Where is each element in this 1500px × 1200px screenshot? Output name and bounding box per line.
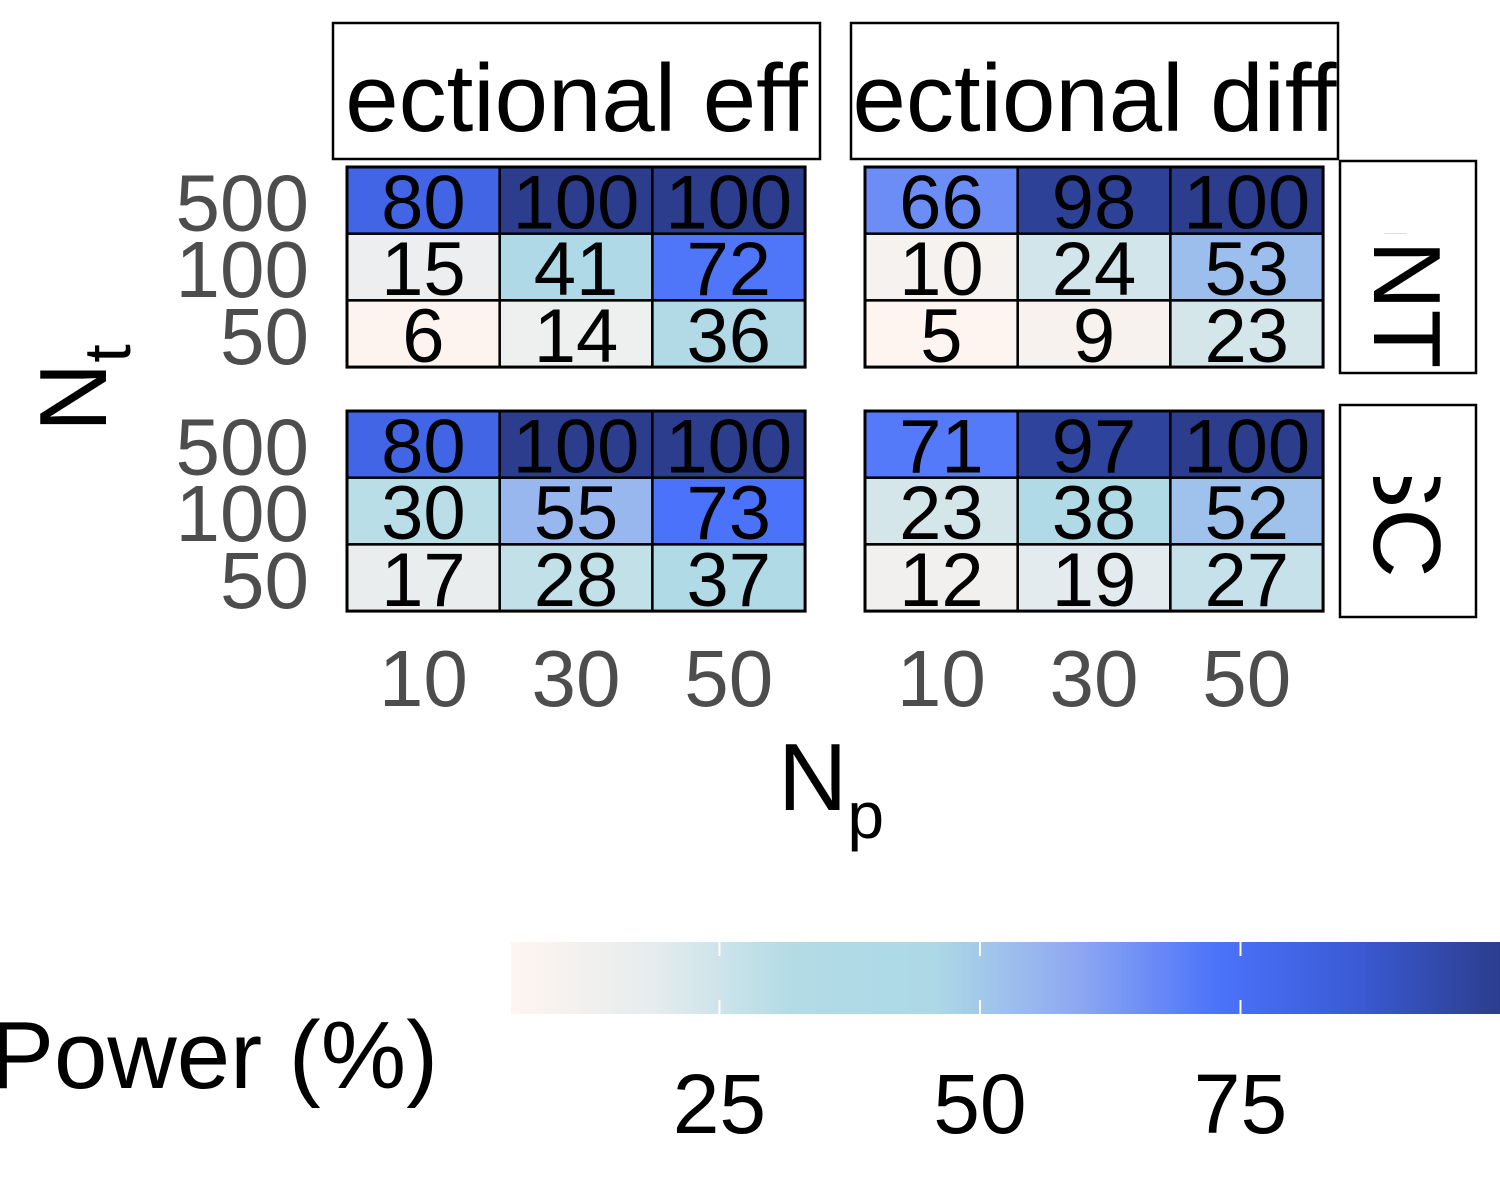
- legend-ticks: 25 50 75: [673, 942, 1287, 1151]
- cell-label: 23: [1204, 294, 1289, 379]
- panel-sc-1: 71 97 100 23 38 52 12 19 27: [863, 404, 1325, 623]
- cell-label: 38: [1052, 471, 1137, 556]
- heatmap-cell: [1016, 409, 1172, 479]
- column-strip-box: [849, 21, 1340, 161]
- cell-label: 100: [665, 160, 792, 245]
- cell-label: 53: [1204, 227, 1289, 312]
- cell-label: 41: [534, 227, 619, 312]
- y-tick-label: 50: [220, 292, 309, 381]
- cell-label: 100: [665, 404, 792, 489]
- cell-label: 100: [513, 404, 640, 489]
- cell-label: 12: [899, 538, 984, 623]
- y-tick-label: 100: [176, 469, 309, 558]
- panel-gnt-1: 66 98 100 10 24 53 5 9 23: [863, 160, 1325, 379]
- legend-title: Power (%): [0, 1002, 438, 1109]
- column-strip-box: [331, 21, 822, 161]
- x-axis-title: Np: [778, 724, 884, 852]
- legend-tick-label: 25: [673, 1057, 766, 1151]
- column-strip-label: ectional eff: [345, 45, 808, 152]
- panel-border: [863, 165, 1325, 369]
- cell-label: 30: [381, 471, 466, 556]
- cell-label: 28: [534, 538, 619, 623]
- heatmap-cell: [651, 543, 807, 613]
- row-strip-box: [1338, 403, 1478, 619]
- row-strip-box: [1338, 159, 1478, 375]
- cell-label: 66: [899, 160, 984, 245]
- cell-label: 27: [1204, 538, 1289, 623]
- y-axis-title: Nt: [20, 344, 144, 432]
- y-tick-label: 100: [176, 225, 309, 314]
- cell-label: 97: [1052, 404, 1137, 489]
- cell-label: 100: [1183, 160, 1310, 245]
- column-strip-label: ectional diff: [853, 45, 1337, 152]
- y-tick-label: 50: [220, 536, 309, 625]
- cell-label: 52: [1204, 471, 1289, 556]
- legend-colorbar: [511, 942, 1500, 1014]
- cell-label: 80: [381, 160, 466, 245]
- heatmap-cell: [345, 299, 501, 369]
- heatmap-cell: [651, 476, 807, 546]
- y-tick-label: 500: [176, 158, 309, 247]
- cell-label: 36: [686, 294, 771, 379]
- row-facet-strips: GNT SC: [1338, 159, 1478, 619]
- heatmap-cell: [498, 299, 654, 369]
- x-tick-label: 30: [532, 634, 621, 723]
- panel-border: [863, 409, 1325, 613]
- panel-border: [345, 409, 807, 613]
- x-tick-label: 10: [379, 634, 468, 723]
- heatmap-cell: [1016, 476, 1172, 546]
- heatmap-cell: [1169, 299, 1325, 369]
- cell-label: 80: [381, 404, 466, 489]
- x-axis-title-subscript: p: [847, 778, 884, 852]
- y-axis-title-main: N: [20, 363, 127, 432]
- cell-label: 24: [1052, 227, 1137, 312]
- x-axis-ticks: 10 30 50 10 30 50: [379, 634, 1291, 723]
- panel-border: [345, 165, 807, 369]
- row-strip-label: SC: [1353, 444, 1460, 577]
- column-facet-strips: ectional eff ectional diff: [331, 21, 1340, 161]
- cell-label: 98: [1052, 160, 1137, 245]
- cell-label: 55: [534, 471, 619, 556]
- cell-label: 6: [402, 294, 444, 379]
- panel-sc-0: 80 100 100 30 55 73 17 28 37: [345, 404, 807, 623]
- cell-label: 73: [686, 471, 771, 556]
- x-tick-label: 30: [1050, 634, 1139, 723]
- heatmap-cell: [651, 299, 807, 369]
- heatmap-cell: [345, 165, 501, 235]
- y-tick-label: 500: [176, 402, 309, 491]
- panel-gnt-0: 80 100 100 15 41 72 6 14 36: [345, 160, 807, 379]
- cell-label: 100: [1183, 404, 1310, 489]
- cell-label: 71: [899, 404, 984, 489]
- cell-label: 23: [899, 471, 984, 556]
- x-axis-title-main: N: [778, 724, 847, 831]
- cell-label: 72: [686, 227, 771, 312]
- legend-tick-label: 50: [933, 1057, 1026, 1151]
- cell-label: 10: [899, 227, 984, 312]
- cell-label: 5: [920, 294, 962, 379]
- legend-tick-label: 75: [1194, 1057, 1287, 1151]
- cell-label: 100: [513, 160, 640, 245]
- x-tick-label: 50: [1202, 634, 1291, 723]
- heatmap-cell: [345, 232, 501, 302]
- cell-label: 14: [534, 294, 619, 379]
- cell-label: 15: [381, 227, 466, 312]
- cell-label: 17: [381, 538, 466, 623]
- y-axis-title-subscript: t: [70, 344, 144, 362]
- row-strip-label: GNT: [1353, 166, 1460, 369]
- heatmap-cell: [1169, 409, 1325, 479]
- cell-label: 9: [1073, 294, 1115, 379]
- x-tick-label: 50: [684, 634, 773, 723]
- heatmap-cell: [1169, 476, 1325, 546]
- cell-label: 37: [686, 538, 771, 623]
- heatmap-cell: [651, 165, 807, 235]
- heatmap-panels: 80 100 100 15 41 72 6 14 36 66 98 100 10 24 53 5 9 23 80 10…: [345, 160, 1325, 623]
- x-tick-label: 10: [897, 634, 986, 723]
- cell-label: 19: [1052, 538, 1137, 623]
- color-legend: Power (%) 25 50 75: [0, 942, 1500, 1151]
